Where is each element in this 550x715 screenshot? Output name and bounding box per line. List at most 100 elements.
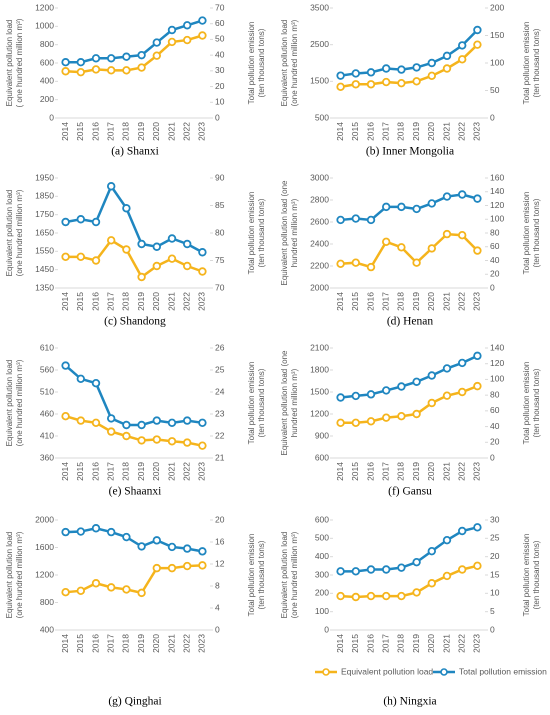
x-tick-label: 2019 [136, 292, 146, 311]
series-line [65, 183, 203, 254]
y-tick-label: 3500 [310, 2, 329, 12]
data-point [366, 215, 376, 225]
y2-tick-label: 20 [490, 269, 500, 279]
y-tick-label: 2000 [35, 514, 54, 524]
x-tick-label: 2020 [151, 292, 161, 311]
data-point [366, 262, 376, 272]
y2-axis-label: Total pollution emission [247, 534, 256, 617]
x-tick-label: 2015 [350, 292, 360, 311]
y2-axis-label: Total pollution emission [522, 192, 531, 275]
data-point [473, 561, 482, 571]
x-tick-label: 2022 [456, 462, 466, 481]
data-point [182, 438, 192, 447]
x-tick-label: 2021 [441, 634, 451, 653]
data-point [336, 215, 345, 225]
data-point [198, 441, 207, 450]
y2-tick-label: 4 [215, 602, 220, 612]
data-point [382, 591, 391, 601]
data-point [167, 437, 177, 446]
series-line [340, 29, 479, 77]
data-point [397, 382, 406, 391]
series-line [340, 354, 478, 399]
data-point [76, 215, 85, 224]
y2-tick-label: 22 [215, 430, 225, 440]
data-point [167, 25, 177, 35]
y-tick-label: 2800 [310, 194, 329, 204]
y2-axis-label: (ten thousand tons) [532, 198, 541, 267]
y2-tick-label: 0 [490, 112, 495, 122]
data-point [167, 37, 177, 47]
y-axis-label: (one hundred million m³) [290, 531, 299, 618]
y-axis-label: Equivalent pollution load [280, 532, 289, 619]
y-tick-label: 1350 [35, 282, 54, 292]
x-tick-label: 2023 [472, 122, 482, 141]
x-tick-label: 2023 [197, 634, 207, 653]
x-tick-label: 2014 [60, 462, 70, 481]
x-tick-label: 2020 [426, 292, 436, 311]
y-tick-label: 300 [315, 569, 329, 579]
y-tick-label: 0 [324, 624, 329, 634]
x-tick-label: 2016 [365, 462, 375, 481]
x-tick-label: 2022 [181, 634, 191, 653]
y-axis-label: Equivalent pollution load [5, 532, 14, 619]
data-point [366, 591, 376, 601]
y-axis-label: (one hundred million m³) [15, 189, 24, 276]
y-tick-label: 1200 [35, 2, 54, 12]
y-tick-label: 2000 [310, 282, 329, 292]
x-tick-label: 2018 [121, 462, 131, 481]
y-tick-label: 610 [40, 342, 54, 352]
y2-axis-label: Total pollution emission [522, 22, 531, 105]
x-tick-label: 2018 [121, 122, 131, 141]
data-point [167, 254, 177, 263]
y2-tick-label: 100 [490, 57, 504, 67]
series-line [64, 364, 203, 427]
y2-tick-label: 0 [490, 624, 495, 634]
x-tick-label: 2018 [396, 462, 406, 481]
data-point [182, 544, 192, 553]
y-tick-label: 360 [40, 452, 54, 462]
data-point [351, 69, 360, 78]
data-point [106, 583, 116, 592]
data-point [336, 82, 345, 92]
y-tick-label: 560 [40, 364, 54, 374]
y2-tick-label: 40 [215, 49, 225, 59]
y2-axis-label: (ten thousand tons) [532, 368, 541, 437]
y2-tick-label: 70 [215, 2, 225, 12]
x-tick-label: 2015 [75, 462, 85, 481]
y-tick-label: 600 [40, 57, 54, 67]
data-point [61, 67, 70, 76]
data-point [397, 591, 406, 601]
data-point [397, 202, 406, 212]
y-axis-label: (one hundred million m³) [290, 19, 299, 106]
y2-tick-label: 60 [490, 405, 500, 415]
x-tick-label: 2016 [365, 122, 375, 141]
y2-tick-label: 23 [215, 408, 225, 418]
y-tick-label: 410 [40, 430, 54, 440]
y-tick-label: 0 [49, 112, 54, 122]
series-line [340, 43, 479, 89]
data-point [61, 412, 70, 421]
data-point [106, 54, 116, 63]
data-point [397, 65, 406, 74]
y-axis-label: Equivalent pollution load [5, 360, 14, 447]
data-point [122, 532, 131, 542]
x-tick-label: 2019 [411, 122, 421, 141]
data-point [412, 258, 421, 267]
data-point [427, 58, 436, 68]
y-axis-label: (one hundred million m³) [15, 359, 24, 446]
y-tick-label: 1500 [310, 76, 329, 86]
x-tick-label: 2014 [335, 292, 345, 311]
y-tick-label: 1500 [310, 386, 329, 396]
data-point [382, 237, 391, 246]
x-tick-label: 2015 [350, 122, 360, 141]
x-tick-label: 2016 [90, 292, 100, 311]
data-point [458, 230, 467, 240]
x-tick-label: 2021 [166, 292, 176, 311]
y-axis-label: hundred million m³) [290, 368, 299, 437]
y-tick-label: 200 [40, 94, 54, 104]
y2-tick-label: 0 [215, 112, 220, 122]
y-axis-label: Equivalent pollution load [280, 20, 289, 107]
y2-tick-label: 10 [490, 588, 500, 598]
y-tick-label: 2200 [310, 260, 329, 270]
data-point [473, 351, 482, 361]
